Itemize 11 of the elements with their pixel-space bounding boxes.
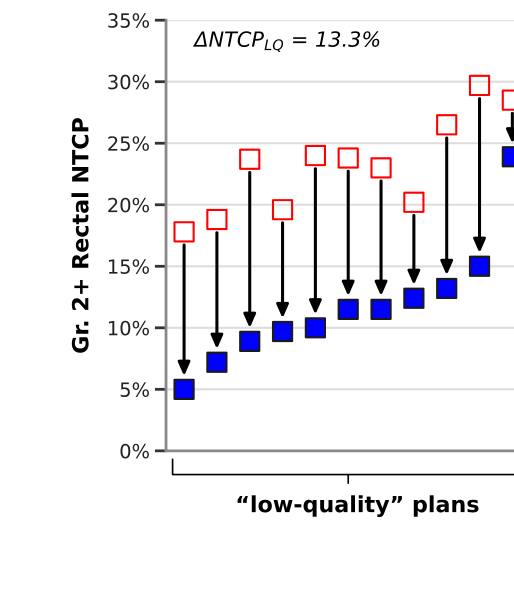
- y-tick-label: 20%: [108, 198, 149, 212]
- y-tick-label: 30%: [108, 74, 149, 90]
- y-tick-label: 5%: [120, 382, 149, 397]
- y-tick-label: 25%: [108, 136, 149, 151]
- y-tick-label: 10%: [108, 320, 149, 336]
- y-tick-label: 0%: [120, 444, 149, 459]
- y-axis-title: Gr. 2+ Rectal NTCP: [71, 118, 89, 353]
- annotation: ΔNTCP$_{LQ}$ = 13.3%: [192, 31, 380, 52]
- x-axis-title: “low-quality” plans: [238, 495, 478, 517]
- y-tick-label: 15%: [108, 259, 149, 274]
- y-tick-label: 35%: [108, 13, 149, 28]
